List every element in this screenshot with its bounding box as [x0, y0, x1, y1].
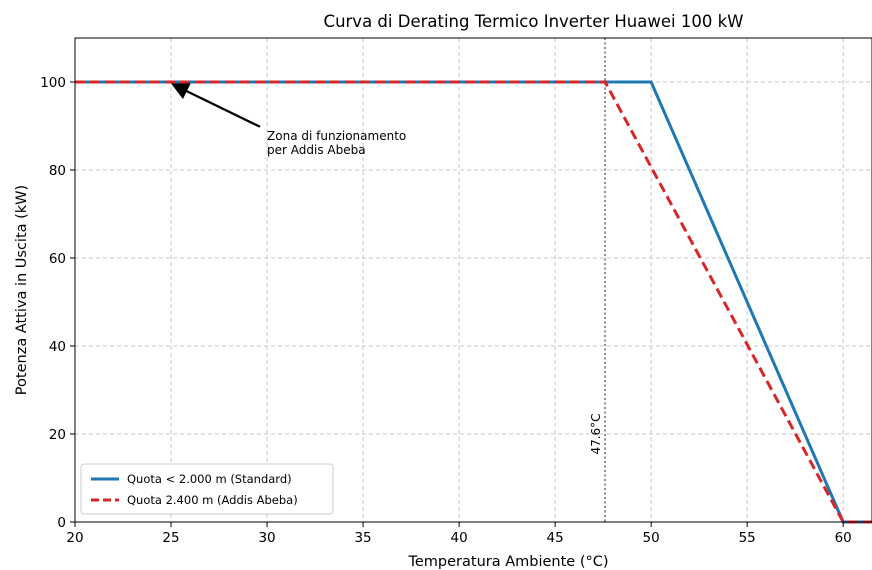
- chart-title: Curva di Derating Termico Inverter Huawe…: [324, 12, 744, 31]
- y-tick-label: 60: [49, 251, 66, 267]
- x-tick-label: 45: [547, 530, 564, 546]
- legend-entry-1: Quota < 2.000 m (Standard): [127, 472, 292, 486]
- grid: [74, 38, 872, 523]
- series-lines: [75, 80, 872, 524]
- legend: Quota < 2.000 m (Standard) Quota 2.400 m …: [80, 463, 334, 515]
- annotation-text: per Addis Abeba: [267, 143, 366, 157]
- legend-box: [80, 463, 334, 515]
- x-axis-ticks: 20 25 30 35 40 45 50 55 60: [66, 522, 852, 546]
- legend-entry-2: Quota 2.400 m (Addis Abeba): [127, 493, 298, 507]
- x-tick-label: 40: [451, 530, 468, 546]
- annotation-arrow: [171, 83, 261, 128]
- y-tick-label: 80: [49, 163, 66, 179]
- annotation-text: Zona di funzionamento: [267, 129, 406, 143]
- y-tick-label: 40: [49, 339, 66, 355]
- series-line-1: [75, 80, 872, 524]
- y-axis-ticks: 0 20 40 60 80 100: [40, 75, 75, 531]
- x-tick-label: 35: [354, 530, 371, 546]
- vertical-markers: 47.6°C: [589, 38, 606, 522]
- x-tick-label: 25: [162, 530, 179, 546]
- x-tick-label: 30: [258, 530, 275, 546]
- x-tick-label: 60: [835, 530, 852, 546]
- x-tick-label: 20: [66, 530, 83, 546]
- x-tick-label: 55: [739, 530, 756, 546]
- y-axis-label: Potenza Attiva in Uscita (kW): [14, 185, 30, 395]
- x-tick-label: 50: [643, 530, 660, 546]
- x-axis-label: Temperatura Ambiente (°C): [407, 554, 608, 570]
- y-tick-label: 20: [49, 427, 66, 443]
- plot-frame: [74, 37, 872, 523]
- series-line-2: [75, 80, 872, 524]
- y-tick-label: 0: [57, 515, 66, 531]
- y-tick-label: 100: [40, 75, 66, 91]
- temperature-threshold-label: 47.6°C: [589, 413, 603, 454]
